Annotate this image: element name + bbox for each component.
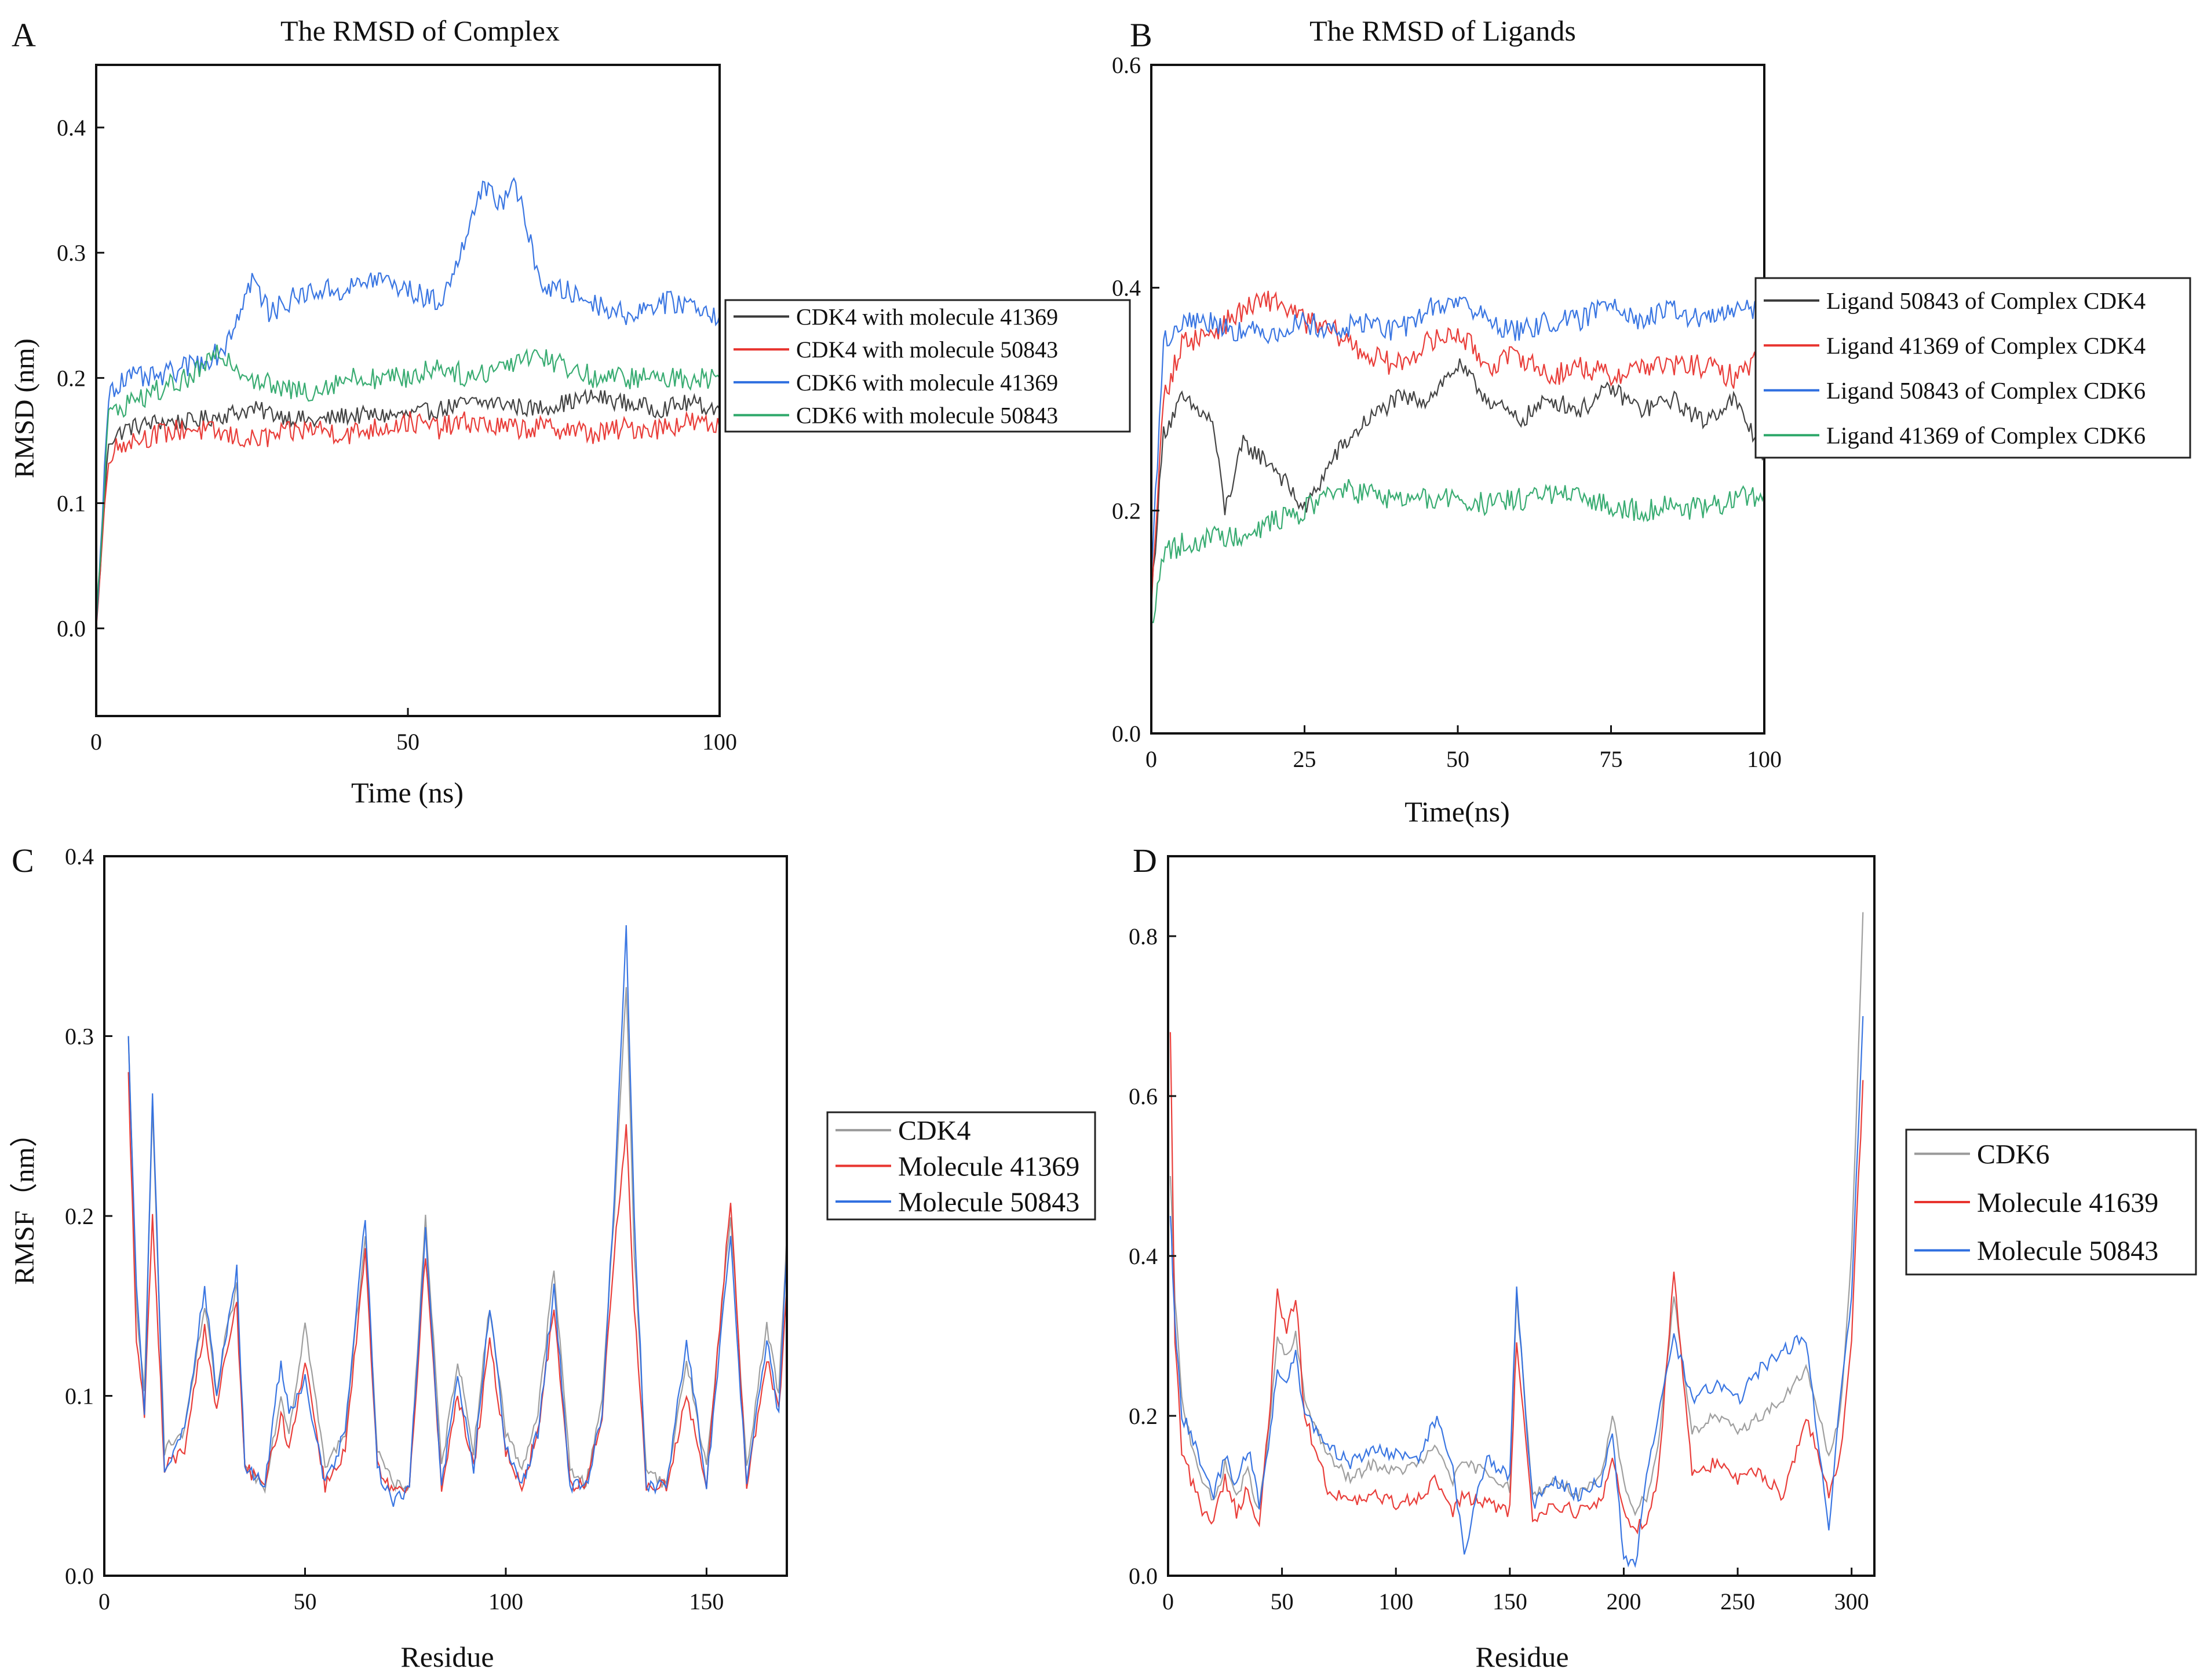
legend-label: Molecule 50843	[1977, 1236, 2158, 1266]
panel-b-label: B	[1130, 16, 1152, 54]
panel-a-plot-frame	[95, 64, 721, 717]
y-tick-label: 0.2	[1112, 498, 1141, 524]
y-tick-label: 0.4	[57, 115, 86, 141]
panel-c-xlabel: Residue	[400, 1641, 494, 1673]
legend-label: Molecule 50843	[898, 1187, 1079, 1218]
panel-d: D Residue 0 50 100 150 200 250 300 0.0 0.2 0.4 0.6…	[1129, 842, 2197, 1673]
y-tick-label: 0.6	[1129, 1083, 1158, 1109]
x-tick-label: 100	[488, 1588, 523, 1615]
y-tick-label: 0.0	[1112, 721, 1141, 747]
legend-label: Molecule 41369	[898, 1151, 1079, 1182]
x-tick-label: 0	[1162, 1588, 1174, 1615]
panel-d-label: D	[1133, 842, 1157, 879]
panel-a-legend	[724, 299, 1131, 433]
x-tick-label: 50	[396, 729, 419, 755]
panel-c-series-1	[127, 1072, 787, 1493]
x-tick-label: 150	[1493, 1588, 1527, 1615]
x-tick-label: 100	[702, 729, 737, 755]
panel-c-label: C	[12, 842, 34, 879]
x-tick-label: 100	[1747, 746, 1782, 772]
panel-a-series-2	[96, 177, 720, 629]
panel-b: B The RMSD of Ligands Time(ns) 0 25 50 75 10…	[1112, 14, 2191, 828]
y-tick-label: 0.1	[57, 491, 86, 517]
legend-label: Molecule 41639	[1977, 1188, 2158, 1218]
x-tick-label: 50	[1271, 1588, 1294, 1615]
legend-label: Ligand 41369 of Complex CDK6	[1826, 422, 2146, 449]
y-tick-label: 0.0	[57, 616, 86, 642]
y-tick-label: 0.2	[1129, 1403, 1158, 1429]
legend-label: CDK6 with molecule 50843	[796, 403, 1058, 429]
panel-c-ylabel: RMSF（nm）	[9, 1119, 40, 1284]
x-tick-label: 25	[1293, 746, 1316, 772]
y-tick-label: 0.2	[57, 365, 86, 391]
y-tick-label: 0.4	[65, 843, 94, 870]
y-tick-label: 0.6	[1112, 52, 1141, 78]
panel-c-series-0	[127, 987, 787, 1494]
y-tick-label: 0.2	[65, 1203, 94, 1229]
panel-c-series-2	[127, 925, 787, 1507]
x-tick-label: 50	[1446, 746, 1469, 772]
panel-b-series-3	[1151, 479, 1764, 623]
legend-label: CDK4 with molecule 41369	[796, 304, 1058, 330]
legend-label: Ligand 50843 of Complex CDK4	[1826, 287, 2146, 314]
panel-d-plot-frame	[1167, 855, 1876, 1577]
panel-d-xlabel: Residue	[1475, 1641, 1568, 1673]
x-tick-label: 100	[1378, 1588, 1413, 1615]
legend-label: CDK6	[1977, 1139, 2049, 1170]
legend-label: CDK4	[898, 1116, 971, 1146]
panel-a-series-0	[96, 388, 720, 629]
panel-a-title: The RMSD of Complex	[280, 14, 560, 47]
panel-b-xlabel: Time(ns)	[1404, 795, 1510, 828]
x-tick-label: 150	[689, 1588, 724, 1615]
x-tick-label: 0	[98, 1588, 110, 1615]
x-tick-label: 75	[1600, 746, 1623, 772]
y-tick-label: 0.3	[57, 240, 86, 266]
y-tick-label: 0.0	[65, 1563, 94, 1589]
panel-b-legend	[1754, 277, 2191, 459]
panel-d-series-2	[1169, 1016, 1864, 1568]
legend-label: CDK4 with molecule 50843	[796, 337, 1058, 363]
legend-label: Ligand 41369 of Complex CDK4	[1826, 333, 2146, 359]
panel-a-series-3	[96, 344, 720, 629]
panel-d-series-1	[1169, 1032, 1864, 1535]
x-tick-label: 0	[1145, 746, 1157, 772]
x-tick-label: 50	[293, 1588, 316, 1615]
x-tick-label: 0	[90, 729, 102, 755]
panel-b-title: The RMSD of Ligands	[1309, 14, 1576, 47]
panel-b-series-2	[1151, 296, 1764, 578]
y-tick-label: 0.3	[65, 1024, 94, 1050]
panel-a-label: A	[12, 16, 36, 54]
y-tick-label: 0.4	[1129, 1243, 1158, 1269]
y-tick-label: 0.0	[1129, 1563, 1158, 1589]
y-tick-label: 0.1	[65, 1383, 94, 1409]
x-tick-label: 250	[1720, 1588, 1755, 1615]
legend-label: Ligand 50843 of Complex CDK6	[1826, 377, 2146, 404]
panel-d-series-0	[1169, 912, 1864, 1517]
y-tick-label: 0.4	[1112, 275, 1141, 301]
y-tick-label: 0.8	[1129, 923, 1158, 949]
panel-a-series-1	[96, 410, 720, 629]
panel-a-ylabel: RMSD (nm)	[9, 338, 40, 478]
panel-b-series-0	[1151, 358, 1764, 600]
panel-a-xlabel: Time (ns)	[351, 776, 464, 809]
panel-a: A The RMSD of Complex Time (ns) RMSD (nm…	[9, 14, 1131, 809]
x-tick-label: 300	[1834, 1588, 1869, 1615]
legend-label: CDK6 with molecule 41369	[796, 370, 1058, 396]
panel-c: C Residue RMSF（nm） 0 50 100 150 0.0 0.1 0.2 0.3…	[9, 842, 1096, 1673]
panel-b-series-1	[1151, 290, 1764, 611]
x-tick-label: 200	[1606, 1588, 1641, 1615]
